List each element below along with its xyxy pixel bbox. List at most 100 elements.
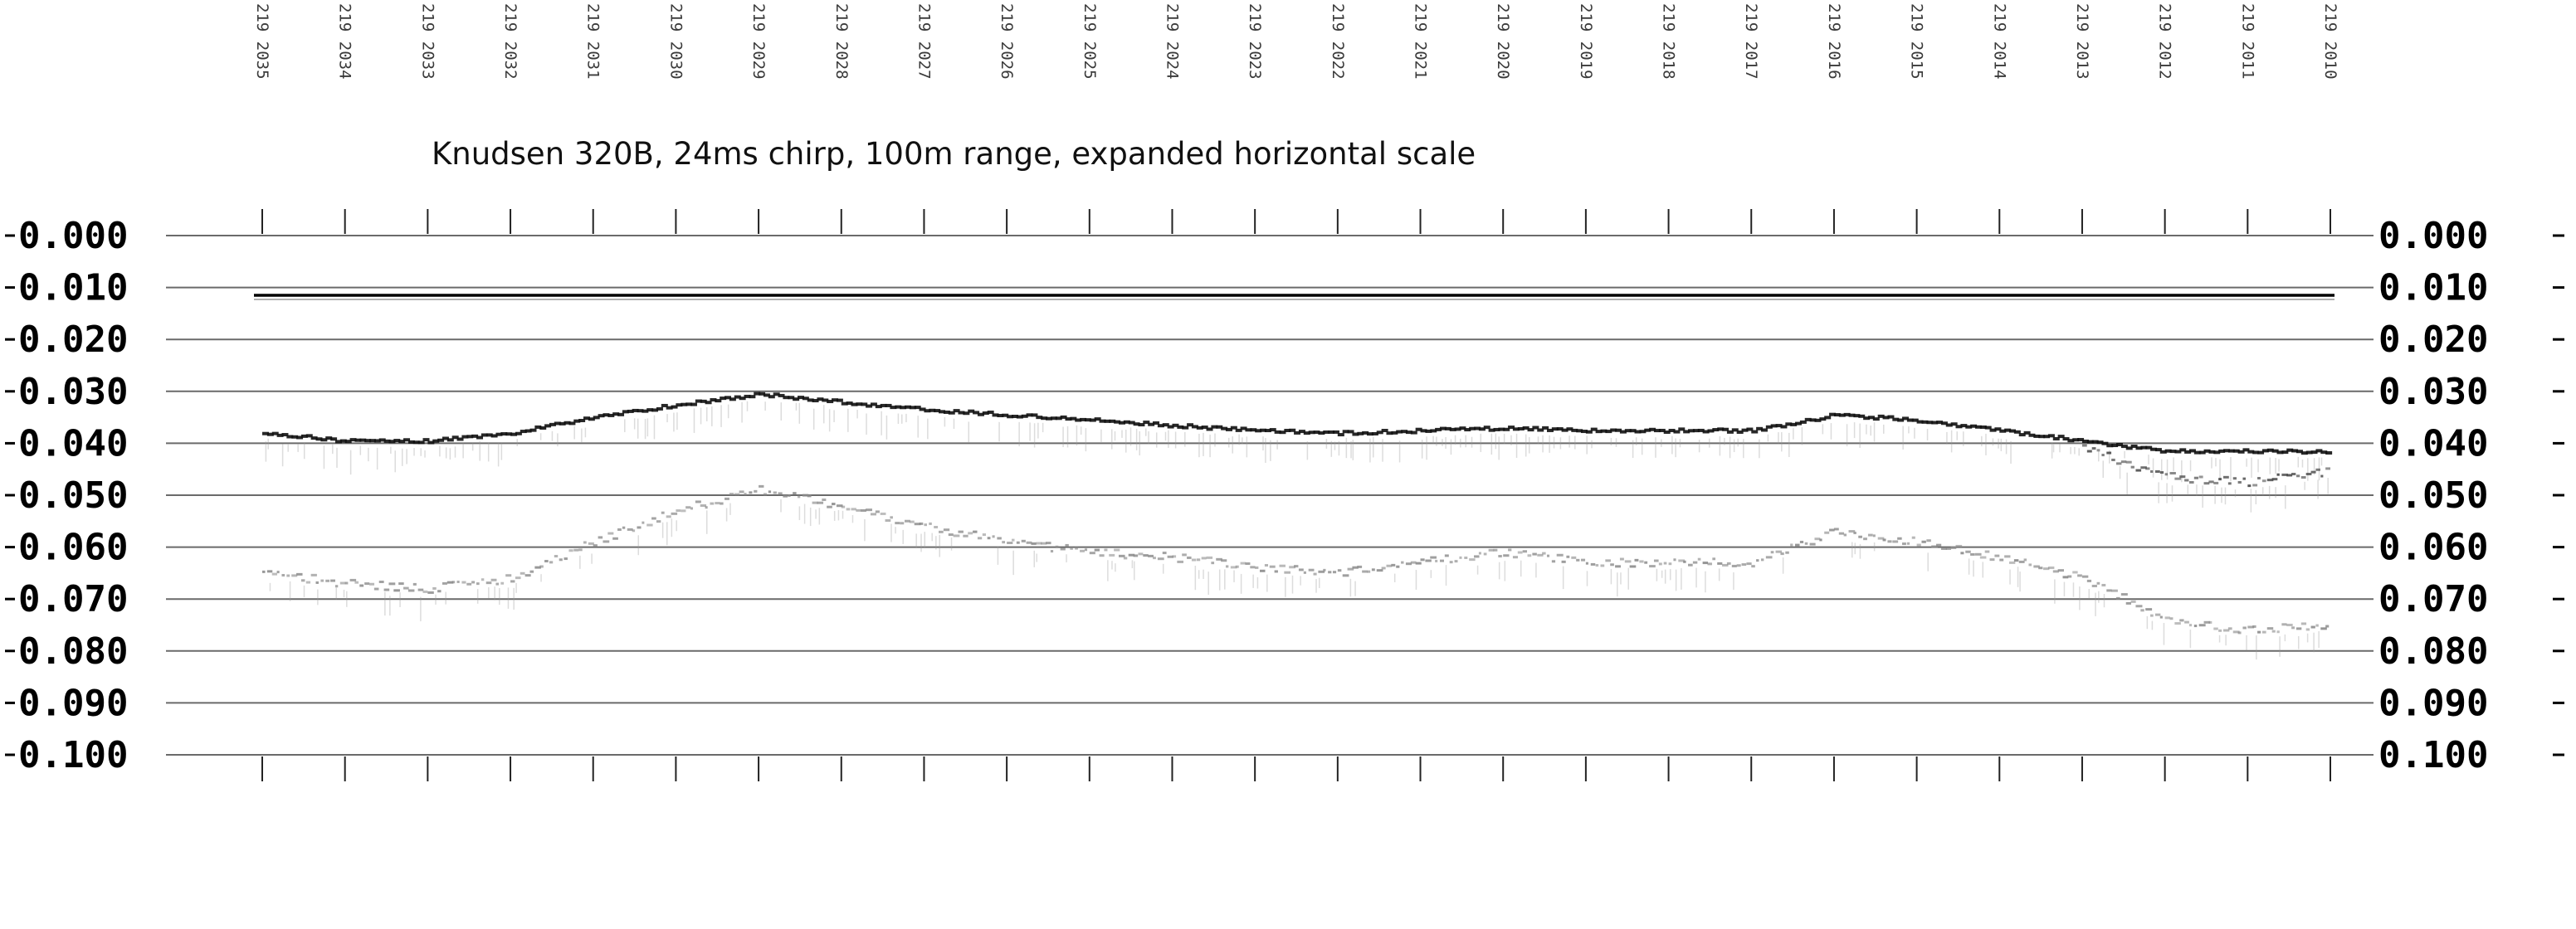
echo-mark	[2252, 450, 2260, 455]
echo-mark	[1469, 426, 1476, 430]
echo-mark	[2315, 624, 2319, 627]
scatter-mark	[269, 582, 271, 591]
echo-mark	[2305, 450, 2313, 455]
scatter-mark	[2171, 485, 2174, 502]
echo-mark	[1950, 422, 1958, 426]
echo-mark	[1858, 535, 1862, 538]
echo-mark	[300, 434, 308, 438]
scatter-mark	[1432, 435, 1434, 444]
scatter-mark	[401, 448, 403, 466]
scatter-mark	[895, 527, 896, 534]
echo-mark	[1464, 556, 1468, 559]
scatter-mark	[1262, 436, 1264, 451]
echo-mark	[266, 570, 273, 573]
scatter-mark	[317, 589, 319, 606]
echo-mark	[958, 411, 965, 415]
echo-mark	[1138, 423, 1145, 427]
echo-mark	[685, 402, 693, 406]
x-tick-label: 219 2025	[1081, 3, 1099, 80]
scatter-mark	[1164, 431, 1167, 441]
echo-mark	[2310, 470, 2316, 474]
echo-mark	[720, 396, 727, 401]
scatter-mark	[2148, 455, 2149, 464]
scatter-mark	[1698, 440, 1700, 453]
echo-mark	[2052, 436, 2060, 440]
echo-mark	[734, 395, 741, 399]
echo-mark	[1099, 554, 1105, 557]
echo-mark	[1357, 431, 1364, 435]
echo-mark	[622, 526, 626, 529]
x-tick-label: 219 2027	[915, 3, 933, 80]
echo-mark	[1712, 428, 1720, 432]
echo-mark	[1250, 428, 1257, 432]
echo-mark	[1668, 562, 1672, 566]
echo-mark	[1897, 418, 1905, 422]
echo-mark	[1279, 430, 1286, 435]
scatter-mark	[1586, 435, 1588, 455]
echo-mark	[1172, 423, 1179, 427]
echo-mark	[2252, 484, 2258, 487]
echo-mark	[520, 572, 525, 575]
echo-mark	[1819, 538, 1822, 542]
echo-mark	[1323, 568, 1326, 572]
echo-mark	[987, 411, 994, 415]
echo-mark	[1824, 416, 1832, 420]
echo-mark	[987, 537, 991, 540]
echo-mark	[407, 589, 415, 592]
echo-mark	[2164, 473, 2169, 476]
scatter-mark	[1549, 435, 1550, 453]
scatter-mark	[2301, 459, 2304, 468]
x-tick-label: 219 2022	[1329, 3, 1347, 80]
scatter-mark	[2072, 582, 2075, 597]
echo-mark	[529, 570, 534, 573]
echo-mark	[2072, 438, 2080, 442]
scatter-mark	[1661, 439, 1662, 447]
scatter-mark	[1350, 441, 1352, 459]
echo-mark	[982, 533, 987, 537]
echo-mark	[1055, 416, 1062, 421]
echo-mark	[973, 530, 978, 533]
echo-mark	[1274, 430, 1281, 434]
echo-mark	[822, 499, 827, 502]
echo-mark	[398, 582, 404, 586]
echo-mark	[904, 405, 911, 409]
scatter-mark	[1252, 574, 1254, 588]
scatter-mark	[1349, 578, 1352, 597]
scatter-mark	[1528, 437, 1530, 454]
echo-mark	[2242, 477, 2246, 480]
echo-mark	[1308, 568, 1315, 572]
echo-mark	[2218, 629, 2222, 632]
x-tick-label: 219 2019	[1577, 3, 1595, 80]
echo-mark	[2193, 450, 2201, 455]
scatter-mark	[1610, 568, 1612, 585]
echo-mark	[1790, 422, 1798, 426]
echo-mark	[1109, 419, 1116, 423]
scatter-mark	[1155, 432, 1158, 448]
echo-mark	[2169, 617, 2174, 620]
scatter-mark	[488, 587, 490, 599]
echo-mark	[1162, 552, 1167, 555]
echo-mark	[1717, 562, 1723, 565]
echo-mark	[1420, 429, 1427, 433]
echo-mark	[1391, 563, 1396, 567]
echo-mark	[1332, 571, 1337, 574]
scatter-mark	[1062, 426, 1064, 448]
echo-mark	[1148, 422, 1155, 426]
scatter-mark	[516, 439, 518, 446]
echo-mark	[646, 408, 654, 412]
scatter-mark	[1232, 436, 1233, 454]
echo-mark	[2281, 450, 2289, 455]
scatter-mark	[2261, 487, 2264, 496]
scatter-mark	[1968, 558, 1970, 575]
echo-mark	[1619, 430, 1627, 434]
echo-mark	[471, 434, 479, 438]
echo-mark	[929, 408, 936, 412]
echo-mark	[812, 501, 818, 504]
scatter-mark	[1121, 430, 1123, 438]
echo-mark	[490, 578, 497, 581]
scatter-mark	[579, 555, 581, 569]
echo-mark	[330, 437, 338, 441]
echo-mark	[359, 584, 364, 587]
scatter-mark	[1535, 562, 1537, 578]
echo-mark	[2091, 584, 2097, 587]
